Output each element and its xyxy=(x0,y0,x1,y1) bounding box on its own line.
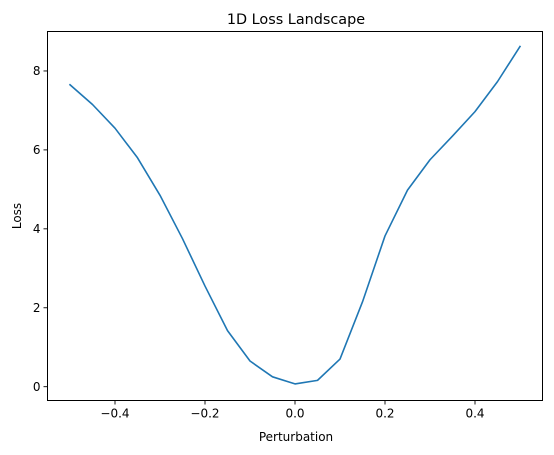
x-tick-label: −0.2 xyxy=(190,407,219,421)
x-tick-label: 0.4 xyxy=(465,407,484,421)
x-tick-label: −0.4 xyxy=(100,407,129,421)
y-tick-label: 8 xyxy=(33,64,41,78)
y-tick-label: 0 xyxy=(33,380,41,394)
x-tick-label: 0.0 xyxy=(285,407,304,421)
y-tick-label: 4 xyxy=(33,222,41,236)
plot-frame xyxy=(47,31,543,401)
series-line-0 xyxy=(68,45,522,385)
chart-title: 1D Loss Landscape xyxy=(227,12,365,28)
y-tick-label: 6 xyxy=(33,143,41,157)
y-axis-label: Loss xyxy=(10,203,24,229)
x-axis-label: Perturbation xyxy=(259,430,333,444)
y-tick-label: 2 xyxy=(33,301,41,315)
x-tick-label: 0.2 xyxy=(375,407,394,421)
